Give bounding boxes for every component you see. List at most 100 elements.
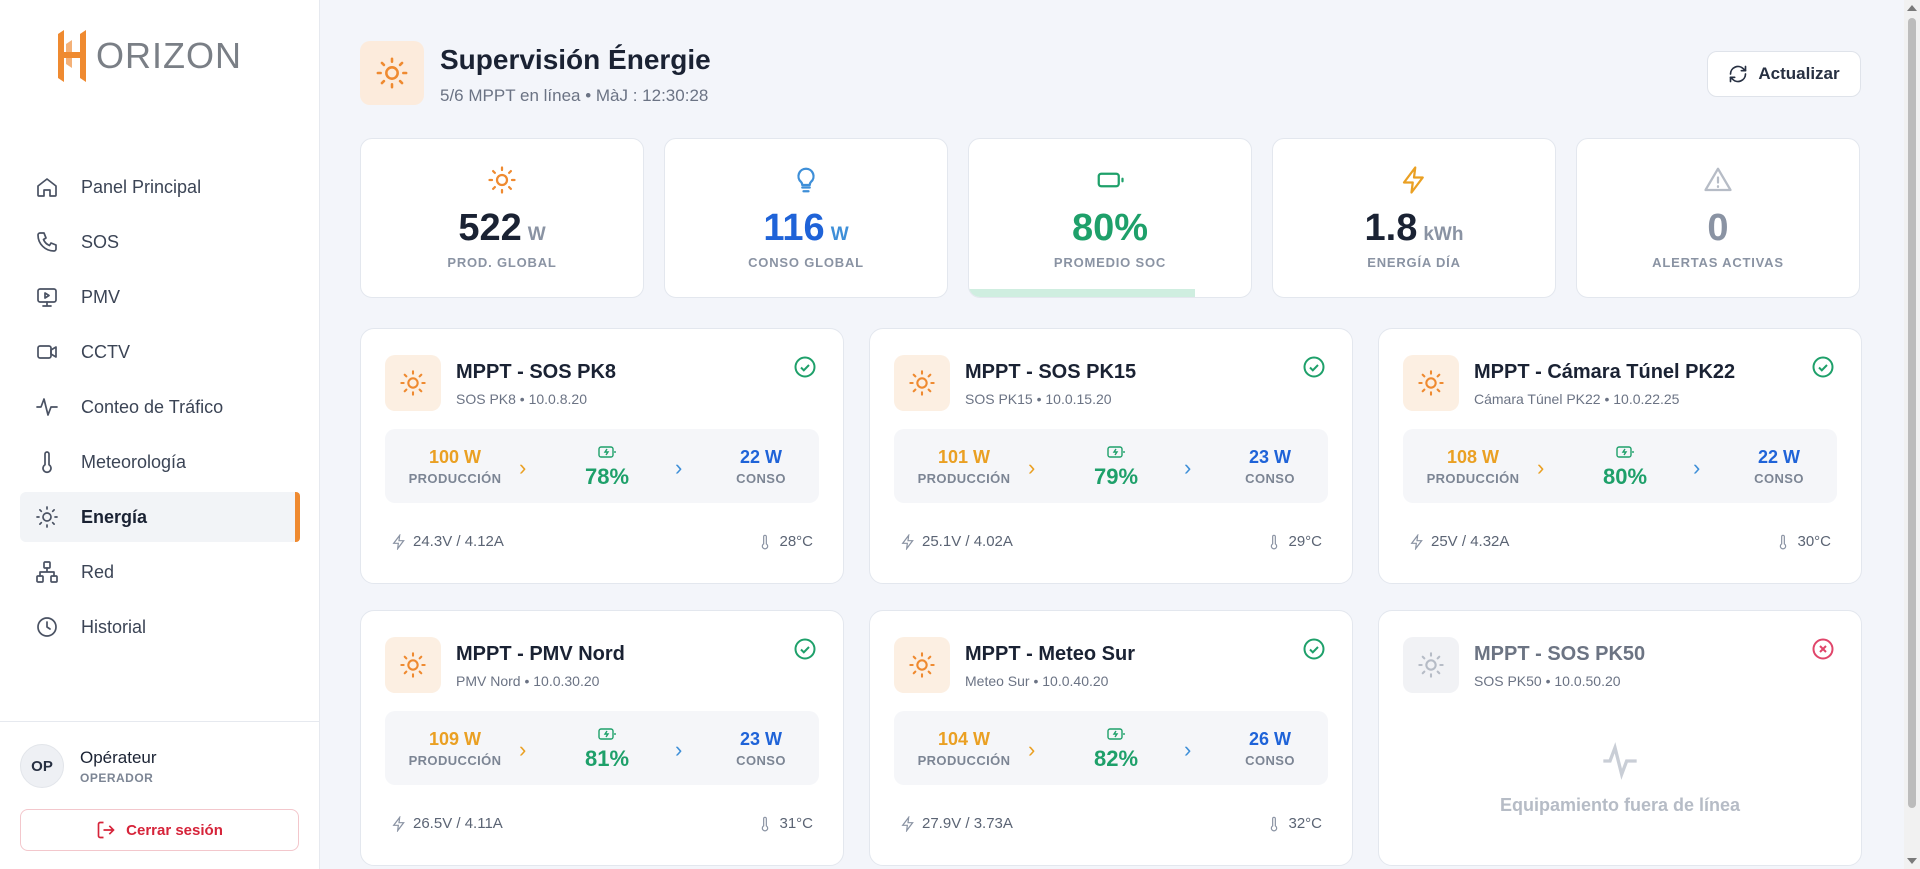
page-title: Supervisión Énergie — [440, 44, 711, 75]
lightning-icon — [901, 815, 914, 832]
online-check-icon — [793, 637, 817, 661]
battery-charging-icon — [1107, 446, 1125, 458]
temperature: 31°C — [757, 815, 813, 832]
logout-button[interactable]: Cerrar sesión — [20, 809, 299, 851]
scroll-down-arrow-icon[interactable] — [1907, 858, 1917, 864]
temperature: 30°C — [1775, 533, 1831, 550]
chevron-right-icon: › — [519, 455, 527, 480]
kpi-label: ENERGÍA DÍA — [1367, 255, 1461, 270]
battery-charging-icon — [598, 728, 616, 740]
chevron-right-icon: › — [1184, 737, 1192, 762]
sidebar-item-label: Panel Principal — [81, 176, 202, 197]
soc-progress-bar — [969, 289, 1195, 297]
battery-charging-icon — [1616, 446, 1634, 458]
home-icon — [34, 174, 60, 200]
sidebar-item-sos[interactable]: SOS — [20, 217, 300, 267]
sidebar-item-conteo-trafico[interactable]: Conteo de Tráfico — [20, 382, 300, 432]
kpi-prod-global: 522 W PROD. GLOBAL — [360, 138, 644, 298]
user-box: OP Opérateur OPERADOR Cerrar sesión — [0, 721, 320, 869]
kpi-label: CONSO GLOBAL — [748, 255, 864, 270]
alert-triangle-icon — [1704, 167, 1732, 192]
sidebar-item-meteorologia[interactable]: Meteorología — [20, 437, 300, 487]
scroll-up-arrow-icon[interactable] — [1907, 5, 1917, 11]
sidebar-item-panel-principal[interactable]: Panel Principal — [20, 162, 300, 212]
sidebar-item-cctv[interactable]: CCTV — [20, 327, 300, 377]
thermometer-icon — [762, 534, 769, 549]
user-role: OPERADOR — [80, 771, 154, 785]
card-title: MPPT - PMV Nord — [456, 643, 625, 665]
sidebar-item-label: Historial — [81, 616, 147, 637]
refresh-button[interactable]: Actualizar — [1707, 51, 1861, 97]
consumption-block: 23 W CONSO — [1245, 447, 1295, 486]
sun-icon — [1403, 355, 1459, 411]
avatar[interactable]: OP — [20, 744, 64, 788]
page-icon — [360, 41, 424, 105]
kpi-label: ALERTAS ACTIVAS — [1652, 255, 1784, 270]
voltage-current: 25V / 4.32A — [1409, 533, 1509, 550]
card-subtitle: Cámara Túnel PK22 • 10.0.22.25 — [1474, 391, 1680, 407]
video-icon — [34, 339, 60, 365]
lightning-icon — [901, 533, 914, 550]
consumption-block: 22 W CONSO — [1754, 447, 1804, 486]
logo: ORIZON — [58, 28, 242, 84]
card-subtitle: PMV Nord • 10.0.30.20 — [456, 673, 600, 689]
battery-icon — [1097, 172, 1124, 188]
sidebar-item-energia[interactable]: Energía — [20, 492, 300, 542]
mppt-card[interactable]: MPPT - PMV Nord PMV Nord • 10.0.30.20 10… — [360, 610, 844, 866]
consumption-block: 23 W CONSO — [736, 729, 786, 768]
thermometer-icon — [1271, 816, 1278, 831]
card-subtitle: Meteo Sur • 10.0.40.20 — [965, 673, 1109, 689]
temperature: 32°C — [1266, 815, 1322, 832]
production-block: 108 W PRODUCCIÓN — [1426, 447, 1520, 486]
refresh-label: Actualizar — [1758, 64, 1840, 83]
chevron-right-icon: › — [675, 455, 683, 480]
sidebar-item-pmv[interactable]: PMV — [20, 272, 300, 322]
mppt-card[interactable]: MPPT - SOS PK8 SOS PK8 • 10.0.8.20 100 W… — [360, 328, 844, 584]
chevron-right-icon: › — [675, 737, 683, 762]
mppt-card[interactable]: MPPT - SOS PK15 SOS PK15 • 10.0.15.20 10… — [869, 328, 1353, 584]
logout-icon — [97, 821, 115, 839]
user-name: Opérateur — [80, 748, 157, 767]
scrollbar-thumb[interactable] — [1908, 18, 1916, 808]
refresh-icon — [1730, 65, 1747, 83]
temperature: 28°C — [757, 533, 813, 550]
sun-icon — [385, 355, 441, 411]
sidebar-nav: Panel Principal SOS PMV CCTV Conteo de T… — [20, 162, 300, 657]
online-check-icon — [793, 355, 817, 379]
card-title: MPPT - SOS PK15 — [965, 361, 1137, 383]
card-title: MPPT - SOS PK50 — [1474, 643, 1646, 665]
activity-icon — [1379, 741, 1861, 781]
sidebar-item-label: CCTV — [81, 341, 130, 362]
kpi-value: 1.8 kWh — [1364, 207, 1464, 249]
consumption-block: 26 W CONSO — [1245, 729, 1295, 768]
lightning-icon — [392, 533, 405, 550]
kpi-value: 116 W — [763, 207, 849, 249]
sidebar-item-label: Meteorología — [81, 451, 187, 472]
offline-message: Equipamiento fuera de línea — [1499, 795, 1741, 815]
soc-block: 79% — [1066, 445, 1166, 490]
sidebar-item-label: Red — [81, 561, 115, 582]
card-title: MPPT - Cámara Túnel PK22 — [1474, 361, 1736, 383]
mppt-card[interactable]: MPPT - Cámara Túnel PK22 Cámara Túnel PK… — [1378, 328, 1862, 584]
mppt-card[interactable]: MPPT - SOS PK50 SOS PK50 • 10.0.50.20 Eq… — [1378, 610, 1862, 866]
lightning-icon — [392, 815, 405, 832]
sun-icon — [34, 504, 60, 530]
production-block: 100 W PRODUCCIÓN — [408, 447, 502, 486]
mppt-card[interactable]: MPPT - Meteo Sur Meteo Sur • 10.0.40.20 … — [869, 610, 1353, 866]
voltage-current: 24.3V / 4.12A — [391, 533, 504, 550]
soc-block: 78% — [557, 445, 657, 490]
production-block: 101 W PRODUCCIÓN — [917, 447, 1011, 486]
scrollbar[interactable] — [1904, 0, 1920, 869]
sidebar-item-label: Energía — [81, 506, 148, 527]
voltage-current: 26.5V / 4.11A — [391, 815, 503, 832]
sidebar-item-label: PMV — [81, 286, 121, 307]
sidebar-item-historial[interactable]: Historial — [20, 602, 300, 652]
thermometer-icon — [1780, 534, 1787, 549]
offline-x-icon — [1811, 637, 1835, 661]
chevron-right-icon: › — [1028, 455, 1036, 480]
sun-icon — [488, 166, 516, 194]
kpi-value: 0 — [1707, 207, 1729, 249]
kpi-energia-dia: 1.8 kWh ENERGÍA DÍA — [1272, 138, 1556, 298]
sidebar-item-red[interactable]: Red — [20, 547, 300, 597]
sun-icon — [894, 355, 950, 411]
